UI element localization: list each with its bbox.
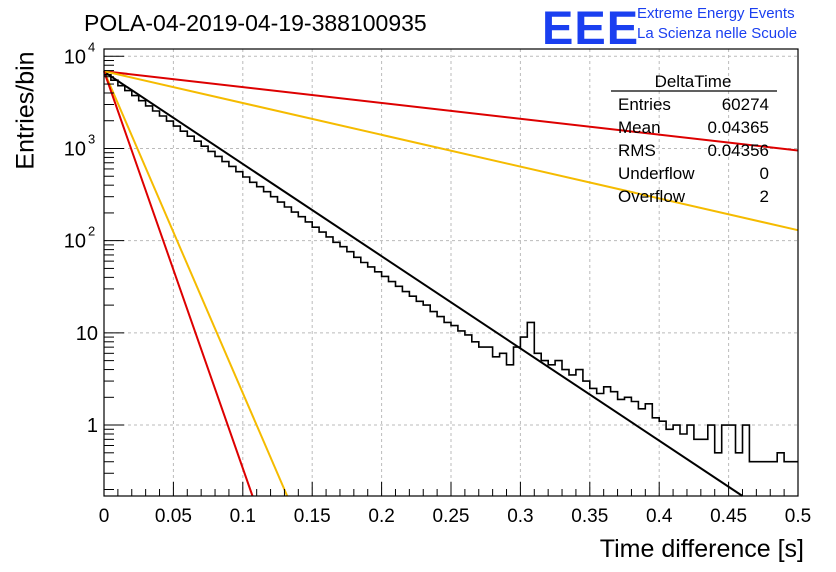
- x-tick-label: 0.5: [785, 506, 811, 527]
- x-tick-label: 0.2: [368, 506, 394, 527]
- page-title: POLA-04-2019-04-19-388100935: [84, 10, 427, 36]
- fit-line: [103, 70, 289, 497]
- x-tick-label: 0.15: [294, 506, 331, 527]
- x-axis-label: Time difference [s]: [599, 535, 804, 563]
- y-tick-exponent: 4: [88, 39, 95, 54]
- stats-row-value: 60274: [722, 95, 769, 114]
- y-tick-exponent: 3: [88, 131, 95, 146]
- logo-line-2: La Scienza nelle Scuole: [637, 25, 798, 42]
- stats-row-value: 0: [760, 164, 769, 183]
- eee-logo: EEE: [542, 1, 640, 54]
- y-tick-label: 10: [64, 46, 86, 68]
- y-tick-label: 10: [64, 231, 86, 253]
- fit-line: [103, 70, 744, 497]
- stats-row-label: Entries: [618, 95, 671, 114]
- stats-row-value: 2: [760, 187, 769, 206]
- x-tick-label: 0.45: [710, 506, 747, 527]
- histogram-steps: [104, 74, 798, 463]
- x-tick-label: 0.05: [155, 506, 192, 527]
- x-axis-ticks: 0 0.05 0.1 0.15 0.2 0.25 0.3 0.35 0.4 0.45 0.5: [99, 482, 811, 527]
- fit-line: [103, 70, 254, 497]
- stats-row-label: Mean: [618, 118, 661, 137]
- x-tick-label: 0.25: [433, 506, 470, 527]
- stats-row-value: 0.04356: [708, 141, 769, 160]
- x-tick-label: 0.1: [230, 506, 256, 527]
- y-tick-exponent: 2: [88, 224, 95, 239]
- y-tick-label: 10: [64, 138, 86, 160]
- stats-row-label: Overflow: [618, 187, 686, 206]
- y-tick-label: 1: [87, 415, 98, 437]
- stats-row-label: Underflow: [618, 164, 695, 183]
- fit-line: [103, 70, 799, 152]
- stats-box: DeltaTime Entries 60274 Mean 0.04365 RMS 0.04…: [611, 72, 777, 206]
- logo-line-1: Extreme Energy Events: [637, 5, 795, 22]
- y-tick-label: 10: [76, 323, 98, 345]
- stats-box-title: DeltaTime: [655, 72, 732, 91]
- x-tick-label: 0.3: [507, 506, 533, 527]
- fit-lines: [103, 70, 799, 497]
- x-tick-label: 0.35: [571, 506, 608, 527]
- y-axis-label: Entries/bin: [11, 51, 40, 170]
- x-tick-label: 0: [99, 506, 110, 527]
- stats-row-value: 0.04365: [708, 118, 769, 137]
- fit-line: [103, 70, 799, 232]
- x-tick-label: 0.4: [646, 506, 673, 527]
- stats-row-label: RMS: [618, 141, 656, 160]
